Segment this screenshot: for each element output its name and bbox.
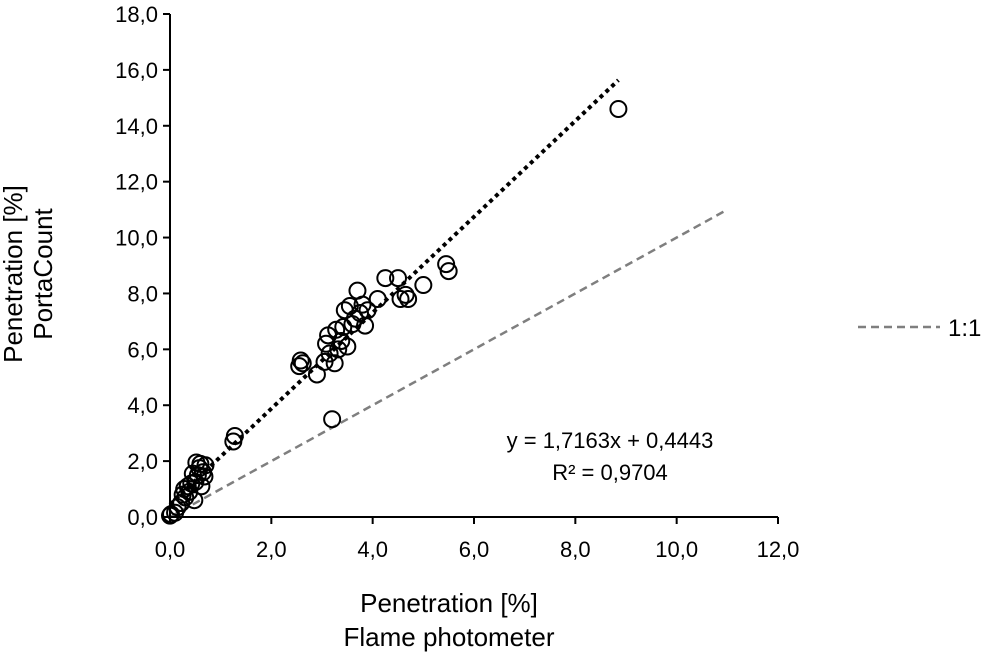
data-point	[195, 467, 214, 486]
data-point	[225, 426, 244, 445]
x-tick-label: 12,0	[757, 537, 800, 562]
x-tick-label: 8,0	[560, 537, 591, 562]
x-tick-label: 4,0	[357, 537, 388, 562]
y-tick-label: 14,0	[115, 114, 158, 139]
regression-line	[168, 78, 620, 507]
data-point	[293, 354, 312, 373]
data-point	[609, 100, 628, 119]
data-point	[391, 290, 410, 309]
y-tick-label: 2,0	[127, 449, 158, 474]
y-tick-label: 12,0	[115, 170, 158, 195]
data-point	[439, 262, 458, 281]
data-point	[338, 337, 357, 356]
data-point	[320, 344, 339, 363]
data-point	[185, 491, 204, 510]
data-point	[358, 301, 377, 320]
data-point	[323, 410, 342, 429]
y-tick-label: 10,0	[115, 226, 158, 251]
tick-labels: 0,0 2,0 4,0 6,0 8,0 10,0 12,0 14,0 16,0 18,0 0,0 2,…	[115, 2, 799, 562]
data-point	[192, 477, 211, 496]
y-tick-label: 16,0	[115, 58, 158, 83]
identity-line	[169, 208, 728, 519]
legend: 1:1	[858, 315, 981, 342]
y-tick-label: 4,0	[127, 393, 158, 418]
data-point	[376, 269, 395, 288]
data-point	[353, 295, 372, 314]
y-axis-title-line2: PortaCount	[28, 207, 58, 339]
axes	[163, 13, 779, 524]
x-tick-label: 6,0	[459, 537, 490, 562]
data-point	[332, 331, 351, 350]
data-point	[329, 340, 348, 359]
data-point	[291, 351, 310, 370]
legend-label-identity: 1:1	[948, 315, 981, 342]
x-axis-title-line1: Penetration [%]	[360, 588, 538, 618]
y-tick-label: 6,0	[127, 337, 158, 362]
data-point	[396, 285, 415, 304]
data-point	[325, 354, 344, 373]
data-point	[389, 269, 407, 288]
x-axis-title-line2: Flame photometer	[344, 622, 555, 652]
data-point	[368, 290, 387, 309]
data-point	[196, 456, 215, 475]
data-point	[351, 304, 369, 323]
data-point	[399, 290, 418, 309]
data-point	[414, 276, 433, 295]
y-tick-label: 8,0	[127, 281, 158, 306]
trend-lines	[168, 78, 728, 519]
y-axis-title-line1: Penetration [%]	[0, 185, 28, 363]
y-tick-label: 18,0	[115, 2, 158, 27]
y-tick-label: 0,0	[127, 505, 158, 530]
r-squared-label: R² = 0,9704	[552, 460, 668, 485]
x-tick-label: 2,0	[256, 537, 287, 562]
x-tick-label: 10,0	[655, 537, 698, 562]
x-tick-label: 0,0	[155, 537, 186, 562]
regression-equation: y = 1,7163x + 0,4443	[507, 428, 714, 453]
